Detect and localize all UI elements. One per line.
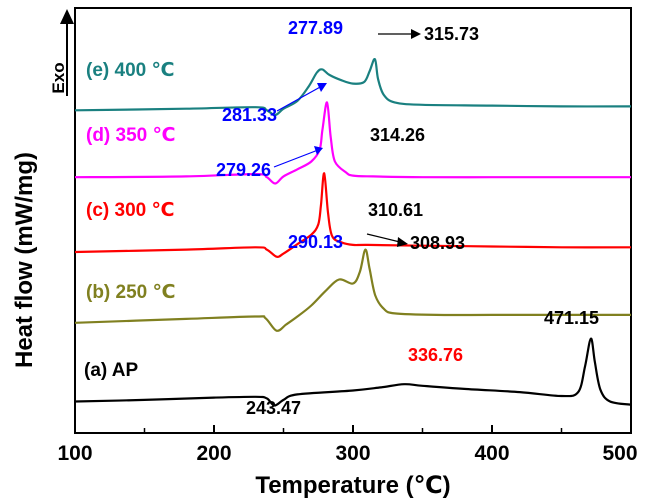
x-tick-label: 300 bbox=[335, 442, 370, 465]
series-line-1 bbox=[74, 248, 631, 332]
curves-layer bbox=[74, 58, 632, 407]
arrowhead-icon bbox=[317, 83, 327, 92]
series-line-0 bbox=[74, 337, 632, 407]
series-line-2 bbox=[74, 172, 632, 258]
x-tick-label: 500 bbox=[602, 442, 637, 465]
annotation-label: 290.13 bbox=[288, 232, 343, 252]
annotation-label: 471.15 bbox=[544, 308, 599, 328]
annotation-label: 243.47 bbox=[246, 398, 301, 418]
annotation-label: 279.26 bbox=[216, 160, 271, 180]
x-axis-ticks bbox=[74, 425, 632, 433]
annotation-label: 315.73 bbox=[424, 24, 479, 44]
x-tick-label: 400 bbox=[474, 442, 509, 465]
series-label-b: (b) 250 ℃ bbox=[86, 282, 176, 303]
annotation-label: 314.26 bbox=[370, 125, 425, 145]
arrowhead-icon bbox=[397, 237, 408, 247]
arrow-281-33 bbox=[276, 85, 323, 112]
series-label-d: (d) 350 ℃ bbox=[86, 125, 176, 146]
annotation-label: 310.61 bbox=[368, 200, 423, 220]
series-line-3 bbox=[74, 101, 631, 185]
x-tick-label: 200 bbox=[196, 442, 231, 465]
arrowhead-icon bbox=[411, 29, 421, 39]
y-axis-title: Heat flow (mW/mg) bbox=[11, 152, 38, 368]
arrow-279-26 bbox=[273, 149, 319, 168]
arrowhead-icon bbox=[314, 146, 323, 155]
annotation-label: 336.76 bbox=[408, 345, 463, 365]
annotation-label: 281.33 bbox=[222, 105, 277, 125]
series-label-a: (a) AP bbox=[84, 360, 139, 381]
series-line-4 bbox=[74, 58, 632, 117]
exo-arrowhead-icon bbox=[60, 9, 74, 24]
annotation-label: 277.89 bbox=[288, 18, 343, 38]
x-tick-label: 100 bbox=[57, 442, 92, 465]
exo-label: Exo bbox=[49, 62, 68, 93]
series-label-c: (c) 300 ℃ bbox=[86, 200, 175, 221]
annotation-label: 308.93 bbox=[410, 233, 465, 253]
series-label-e: (e) 400 ℃ bbox=[86, 60, 175, 81]
x-axis-title: Temperature (℃) bbox=[255, 472, 450, 498]
